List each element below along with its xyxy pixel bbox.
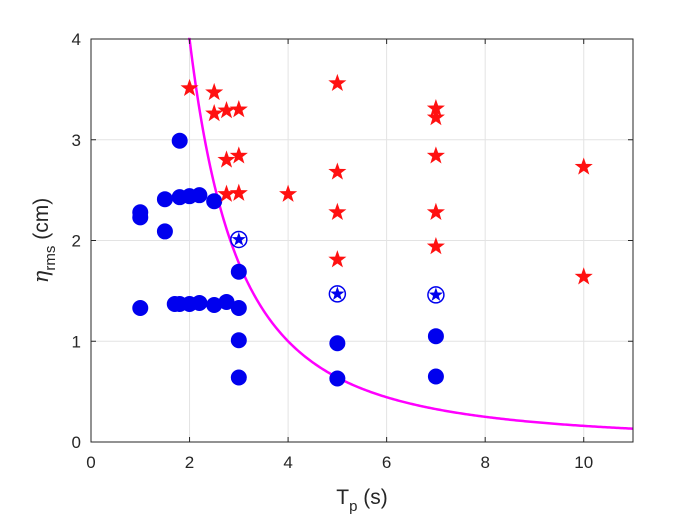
y-tick-label: 3: [72, 131, 81, 150]
circle-marker: [156, 223, 173, 240]
y-tick-label: 4: [72, 30, 81, 49]
star-marker: [328, 202, 347, 220]
y-tick-label: 1: [72, 332, 81, 351]
star-marker: [217, 184, 236, 202]
circled-star-star: [231, 231, 246, 246]
threshold-curve: [188, 37, 634, 430]
star-marker: [217, 150, 236, 168]
circle-marker: [230, 369, 247, 386]
star-marker: [426, 108, 445, 126]
grid-lines: [90, 38, 633, 443]
star-marker: [229, 183, 248, 201]
x-axis-label-unit: (s): [357, 486, 387, 509]
star-marker: [205, 104, 224, 122]
circle-marker: [206, 296, 223, 313]
circle-marker: [132, 300, 149, 317]
circle-marker: [230, 300, 247, 317]
star-marker: [328, 73, 347, 92]
circle-marker: [206, 193, 223, 210]
circle-marker: [329, 335, 346, 352]
circle-marker: [427, 328, 444, 345]
threshold-curve-group: [188, 37, 634, 430]
x-axis-label-main: T: [336, 486, 349, 509]
y-axis-label: ηrms (cm): [29, 198, 59, 283]
star-marker: [426, 99, 445, 117]
x-tick-label: 0: [86, 453, 95, 472]
circled-star-ring: [427, 286, 445, 304]
circled-star-ring: [328, 285, 347, 303]
star-marker: [180, 78, 199, 97]
y-axis-label-main: η: [29, 270, 53, 283]
x-axis-label-sub: p: [349, 498, 357, 515]
circle-marker: [329, 370, 346, 387]
circle-marker: [191, 294, 208, 311]
x-axis-label: Tp (s): [336, 486, 388, 515]
y-tick-label: 0: [72, 433, 81, 452]
star-marker: [426, 202, 445, 220]
circle-marker: [218, 293, 235, 310]
circled-star-ring: [230, 230, 248, 249]
x-tick-label: 2: [185, 453, 194, 472]
star-marker: [574, 267, 593, 285]
x-tick-label: 8: [480, 453, 489, 472]
star-marker: [205, 82, 224, 101]
y-axis-label-sub: rms: [42, 246, 59, 271]
star-marker: [229, 100, 248, 118]
circle-marker: [427, 368, 444, 385]
star-marker: [426, 146, 445, 164]
circle-marker: [156, 191, 173, 208]
circle-marker: [171, 132, 188, 149]
circled-star-star: [428, 287, 444, 301]
circled-star-marker: [427, 286, 445, 304]
x-tick-label: 10: [574, 453, 593, 472]
y-axis-label-unit: (cm): [30, 198, 53, 246]
star-marker: [229, 146, 248, 164]
axis-ticks: 0 2 4 6 8 10 0 1 2 3 4: [72, 30, 633, 472]
circle-marker: [230, 332, 247, 349]
circled-star-star: [330, 286, 345, 300]
circled-star-marker: [328, 285, 347, 303]
circle-marker: [191, 187, 208, 204]
star-marker: [279, 184, 298, 202]
star-marker: [574, 157, 593, 175]
star-marker: [328, 162, 347, 180]
data-markers: [132, 73, 593, 387]
x-tick-label: 4: [283, 453, 292, 472]
star-marker: [328, 250, 347, 268]
star-marker: [426, 237, 445, 255]
y-tick-label: 2: [72, 232, 81, 251]
circled-star-marker: [230, 230, 248, 249]
x-tick-label: 6: [382, 453, 391, 472]
circle-marker: [132, 209, 149, 226]
circle-marker: [230, 263, 247, 280]
star-marker: [217, 101, 236, 119]
